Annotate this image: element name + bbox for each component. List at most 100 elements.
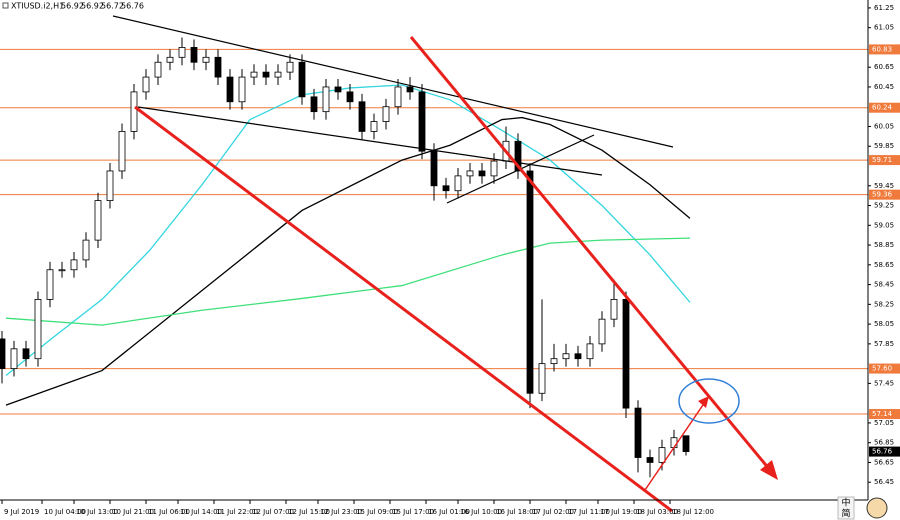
trend-line <box>134 105 673 513</box>
candle-body <box>58 269 66 272</box>
candle-body <box>658 447 666 463</box>
plot-area <box>0 37 868 478</box>
x-tick-label: 10 Jul 04:00 <box>44 508 86 516</box>
symbol: XTIUSD.i2,H1 <box>11 2 64 11</box>
candle-body <box>262 71 270 78</box>
y-tick-label: 59.05 <box>874 221 894 229</box>
candle-body <box>0 338 6 369</box>
moving-average <box>5 237 691 326</box>
y-tick-label: 57.45 <box>874 379 894 387</box>
candle-body <box>226 76 234 103</box>
candle-body <box>550 358 558 365</box>
price-level-label: 59.71 <box>872 156 892 164</box>
candle-body <box>46 269 54 300</box>
candle-body <box>634 407 642 458</box>
x-tick-label: 12 Jul 07:00 <box>252 508 294 516</box>
avatar-icon <box>866 497 888 519</box>
price-level-tag <box>869 363 900 374</box>
bid-tag <box>869 446 900 457</box>
x-tick-label: 9 Jul 2019 <box>4 508 39 516</box>
candle-body <box>10 348 18 369</box>
price-level-label: 60.83 <box>872 45 892 53</box>
price-level-label: 57.60 <box>872 365 892 373</box>
trend-line <box>644 401 706 491</box>
candle-body <box>70 259 78 271</box>
x-tick-label: 18 Jul 03:00 <box>636 508 678 516</box>
candle-body <box>166 56 174 63</box>
candle-body <box>22 348 30 360</box>
x-tick-label: 17 Jul 11:00 <box>568 508 610 516</box>
candle-body <box>478 170 486 177</box>
candle-body <box>82 239 90 261</box>
candle-body <box>238 76 246 103</box>
header: XTIUSD.i2,H1 56.92 56.92 56.72 56.76 <box>2 2 144 11</box>
candle-body <box>334 86 342 93</box>
highlight-ellipse <box>678 378 740 424</box>
candle-body <box>190 47 198 63</box>
symbol-icon <box>2 2 9 9</box>
candle-body <box>34 299 42 360</box>
candle-body <box>682 435 690 452</box>
candle-body <box>310 96 318 113</box>
ime-label: 中 <box>841 497 850 509</box>
y-tick-label: 58.05 <box>874 320 894 328</box>
y-tick-label: 56.45 <box>874 478 894 486</box>
x-tick-label: 15 Jul 09:00 <box>356 508 398 516</box>
trend-line <box>409 36 772 471</box>
x-tick-label: 16 Jul 10:00 <box>460 508 502 516</box>
candle-body <box>430 150 438 187</box>
price-level-label: 60.24 <box>872 104 893 112</box>
candle-body <box>514 140 522 172</box>
y-tick-label: 60.05 <box>874 122 894 130</box>
candle-body <box>526 170 534 394</box>
candle-body <box>250 71 258 78</box>
candle-body <box>274 71 282 78</box>
y-tick-label: 58.85 <box>874 241 894 249</box>
candle-body <box>214 56 222 78</box>
candle-body <box>610 299 618 320</box>
arrow-head <box>760 460 778 480</box>
candle-body <box>106 170 114 201</box>
x-tick-label: 17 Jul 19:00 <box>600 508 642 516</box>
x-tick-label: 10 Jul 13:00 <box>76 508 118 516</box>
y-tick-label: 56.65 <box>874 458 894 466</box>
x-tick-label: 12 Jul 15:00 <box>288 508 330 516</box>
y-tick-label: 58.45 <box>874 281 894 289</box>
y-tick-label: 59.25 <box>874 202 894 210</box>
candle-body <box>586 343 594 360</box>
candle-body <box>154 61 162 78</box>
y-tick-label: 61.05 <box>874 24 894 32</box>
y-tick-label: 58.65 <box>874 261 894 269</box>
price-level-tag <box>869 189 900 200</box>
y-tick-label: 60.45 <box>874 83 894 91</box>
candle-body <box>382 106 390 122</box>
price-level-label: 59.36 <box>872 191 893 199</box>
candle-body <box>178 47 186 58</box>
x-tick-label: 18 Jul 12:00 <box>672 508 714 516</box>
candle-body <box>574 353 582 360</box>
price-level-tag <box>869 44 900 55</box>
candle-body <box>406 86 414 93</box>
open-value: 56.92 <box>61 2 84 11</box>
candle-body <box>646 457 654 463</box>
candle-body <box>286 61 294 73</box>
price-level-tag <box>869 102 900 113</box>
y-tick-label: 59.45 <box>874 182 894 190</box>
y-tick-label: 58.25 <box>874 300 894 308</box>
candle-body <box>562 353 570 360</box>
candle-body <box>454 175 462 192</box>
candle-body <box>394 86 402 108</box>
arrow-head <box>698 396 709 408</box>
candle-body <box>94 200 102 241</box>
close-value: 56.76 <box>121 2 144 11</box>
candle-body <box>466 170 474 177</box>
ime-box <box>837 496 855 520</box>
candle-body <box>490 160 498 177</box>
x-tick-label: 16 Jul 18:00 <box>496 508 538 516</box>
y-tick-label: 59.85 <box>874 142 894 150</box>
ime-indicator: 中 简 <box>837 496 888 520</box>
price-level-tag <box>869 155 900 166</box>
